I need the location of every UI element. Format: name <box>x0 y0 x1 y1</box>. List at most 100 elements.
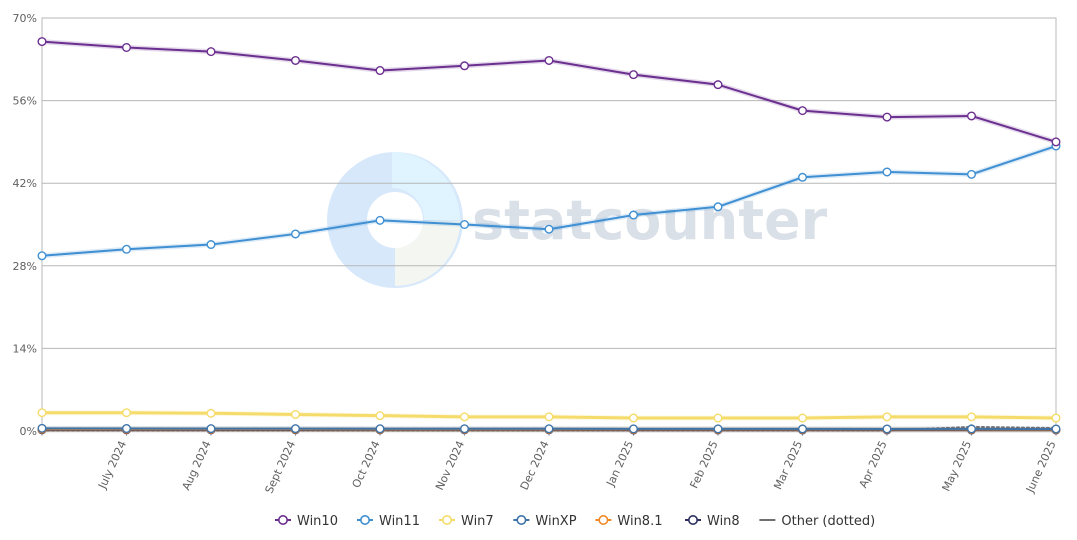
legend-item-win11[interactable]: Win11 <box>357 514 420 529</box>
data-point <box>460 412 470 422</box>
series-win11 <box>37 141 1061 261</box>
data-point <box>37 423 47 433</box>
legend-marker-icon <box>441 514 452 525</box>
axes-layer: 0% 14% 28% 42% 56% 70% July 2024 Aug 2024 Sept 2… <box>13 12 1059 496</box>
data-point <box>882 412 892 422</box>
x-tick-label: Nov 2024 <box>433 439 467 493</box>
legend-item-win7[interactable]: Win7 <box>439 514 494 529</box>
data-point <box>37 408 47 418</box>
data-point <box>798 413 808 423</box>
data-point <box>460 219 470 229</box>
data-point <box>544 55 554 65</box>
data-point <box>629 413 639 423</box>
legend-label: Win7 <box>461 514 494 529</box>
data-point <box>121 424 131 434</box>
legend-item-other-dotted[interactable]: Other (dotted) <box>759 514 875 529</box>
data-point <box>1051 413 1061 423</box>
y-tick-label: 0% <box>20 425 37 438</box>
data-point <box>798 106 808 116</box>
data-point <box>629 70 639 80</box>
watermark-hole <box>367 192 423 248</box>
data-point <box>629 424 639 434</box>
legend-marker-icon <box>598 514 609 525</box>
legend-label: Win8 <box>707 514 740 529</box>
y-tick-label: 28% <box>13 260 37 273</box>
x-tick-label: Mar 2025 <box>771 439 805 492</box>
data-point <box>713 424 723 434</box>
x-tick-label: Sept 2024 <box>263 439 299 496</box>
x-tick-label: May 2025 <box>940 439 975 494</box>
x-tick-label: Apr 2025 <box>857 439 890 490</box>
data-point <box>291 229 301 239</box>
legend-label: Win10 <box>297 514 338 529</box>
data-point <box>206 408 216 418</box>
x-tick-label: Jan 2025 <box>604 439 637 489</box>
data-point <box>713 80 723 90</box>
legend-label: Other (dotted) <box>781 514 875 529</box>
data-point <box>37 37 47 47</box>
legend-label: Win8.1 <box>617 514 662 529</box>
data-point <box>460 424 470 434</box>
legend-item-win8-1[interactable]: Win8.1 <box>595 514 662 529</box>
data-point <box>798 424 808 434</box>
legend-item-win8[interactable]: Win8 <box>685 514 740 529</box>
series-winxp <box>37 423 1061 434</box>
data-point <box>121 244 131 254</box>
data-point <box>967 111 977 121</box>
data-point <box>37 251 47 261</box>
data-point <box>291 409 301 419</box>
watermark-text: statcounter <box>472 189 828 252</box>
data-point <box>1051 424 1061 434</box>
watermark-arc-light <box>395 221 460 286</box>
x-tick-label: July 2024 <box>95 439 129 492</box>
legend-marker-icon <box>687 514 698 525</box>
data-point <box>713 202 723 212</box>
x-tick-label: Feb 2025 <box>687 439 720 491</box>
legend-marker-icon <box>359 514 370 525</box>
data-point <box>375 215 385 225</box>
legend-label: WinXP <box>535 514 576 529</box>
data-point <box>882 167 892 177</box>
data-point <box>798 172 808 182</box>
data-point <box>713 413 723 423</box>
statcounter-watermark: statcounter <box>327 152 828 288</box>
data-point <box>206 47 216 57</box>
legend-layer: Win10 Win11 Win7 WinXP Win8.1 Win8 Other (dott… <box>275 514 875 529</box>
legend-item-winxp[interactable]: WinXP <box>513 514 577 529</box>
x-tick-label: Aug 2024 <box>180 439 214 493</box>
data-point <box>375 424 385 434</box>
series-win10 <box>37 37 1061 147</box>
data-point <box>967 412 977 422</box>
y-tick-label: 56% <box>13 95 37 108</box>
x-tick-label: Dec 2024 <box>518 439 552 492</box>
data-point <box>544 424 554 434</box>
legend-marker-icon <box>516 514 527 525</box>
legend-marker-icon <box>277 514 288 525</box>
series-layer <box>37 37 1061 435</box>
data-point <box>206 240 216 250</box>
series-win7 <box>37 408 1061 423</box>
legend-label: Win11 <box>379 514 420 529</box>
data-point <box>1051 137 1061 147</box>
data-point <box>544 412 554 422</box>
y-tick-label: 42% <box>13 177 37 190</box>
data-point <box>882 424 892 434</box>
x-tick-label: Oct 2024 <box>350 439 383 490</box>
data-point <box>121 43 131 53</box>
data-point <box>375 66 385 76</box>
data-point <box>121 408 131 418</box>
data-point <box>544 224 554 234</box>
data-point <box>460 61 470 71</box>
data-point <box>291 424 301 434</box>
data-point <box>206 424 216 434</box>
data-point <box>967 424 977 434</box>
data-point <box>629 210 639 220</box>
y-tick-label: 14% <box>13 342 37 355</box>
x-tick-label: June 2025 <box>1023 439 1059 496</box>
legend-item-win10[interactable]: Win10 <box>275 514 338 529</box>
data-point <box>882 112 892 122</box>
data-point <box>967 169 977 179</box>
y-tick-label: 70% <box>13 12 37 25</box>
